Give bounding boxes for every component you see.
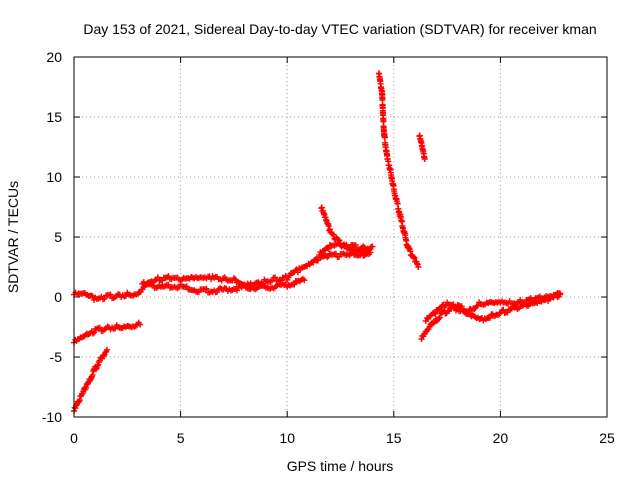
y-tick-label: 0 — [54, 289, 62, 305]
x-axis-label: GPS time / hours — [287, 458, 394, 474]
x-tick-label: 15 — [386, 430, 402, 446]
y-axis-label: SDTVAR / TECUs — [5, 181, 21, 293]
x-tick-label: 5 — [177, 430, 185, 446]
data-points — [71, 70, 563, 414]
plot-frame — [74, 57, 607, 417]
grid-lines — [74, 57, 607, 417]
y-tick-label: 5 — [54, 229, 62, 245]
x-tick-label: 20 — [493, 430, 509, 446]
sdtvar-chart: Day 153 of 2021, Sidereal Day-to-day VTE… — [0, 0, 640, 480]
y-tick-label: 20 — [46, 49, 62, 65]
x-tick-label: 0 — [70, 430, 78, 446]
x-tick-label: 25 — [599, 430, 615, 446]
y-tick-label: 10 — [46, 169, 62, 185]
y-tick-label: -5 — [50, 349, 63, 365]
y-tick-label: -10 — [42, 409, 62, 425]
x-tick-label: 10 — [279, 430, 295, 446]
chart-title: Day 153 of 2021, Sidereal Day-to-day VTE… — [83, 21, 596, 37]
y-tick-label: 15 — [46, 109, 62, 125]
